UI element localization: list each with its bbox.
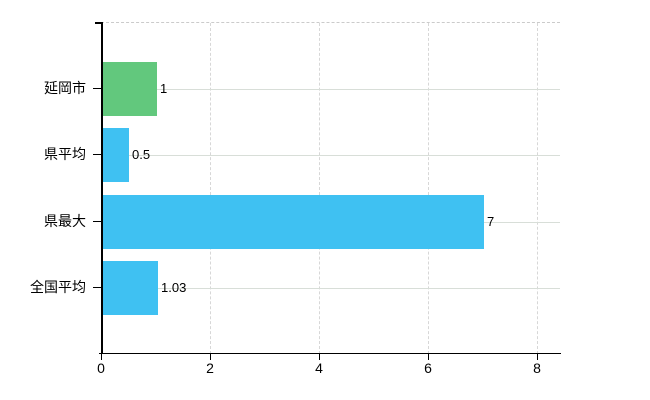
- h-gridline: [101, 155, 560, 156]
- v-gridline: [537, 23, 538, 354]
- y-axis-line: [101, 22, 103, 354]
- bar: [102, 128, 129, 182]
- x-tick-label: 4: [315, 360, 323, 376]
- bar-value-label: 0.5: [132, 147, 151, 162]
- bar: [102, 195, 484, 249]
- plot-area: 1 0.5 7 1.03: [101, 22, 560, 354]
- category-label: 県平均: [44, 146, 86, 162]
- y-axis-tick: [93, 88, 101, 89]
- v-gridline: [428, 23, 429, 354]
- x-tick-label: 2: [206, 360, 214, 376]
- bar-value-label: 1.03: [161, 280, 187, 295]
- bar-value-label: 1: [160, 81, 168, 96]
- y-axis-tick: [93, 287, 101, 288]
- x-axis-tick: [210, 354, 211, 360]
- x-axis-tick: [428, 354, 429, 360]
- category-label: 県最大: [44, 213, 86, 229]
- y-axis-tick: [93, 154, 101, 155]
- x-tick-label: 6: [424, 360, 432, 376]
- category-label: 延岡市: [44, 80, 86, 96]
- x-tick-label: 0: [97, 360, 105, 376]
- x-axis-tick: [537, 354, 538, 360]
- x-tick-label: 8: [533, 360, 541, 376]
- h-gridline: [101, 288, 560, 289]
- y-axis-tick: [93, 221, 101, 222]
- h-gridline: [101, 89, 560, 90]
- x-axis-line: [99, 353, 561, 354]
- category-label: 全国平均: [30, 279, 86, 295]
- bar-value-label: 7: [487, 214, 495, 229]
- y-axis-top-tick: [95, 22, 102, 24]
- x-axis-tick: [101, 354, 102, 360]
- v-gridline: [210, 23, 211, 354]
- x-axis-tick: [319, 354, 320, 360]
- bar: [102, 261, 158, 315]
- v-gridline: [319, 23, 320, 354]
- bar: [102, 62, 157, 116]
